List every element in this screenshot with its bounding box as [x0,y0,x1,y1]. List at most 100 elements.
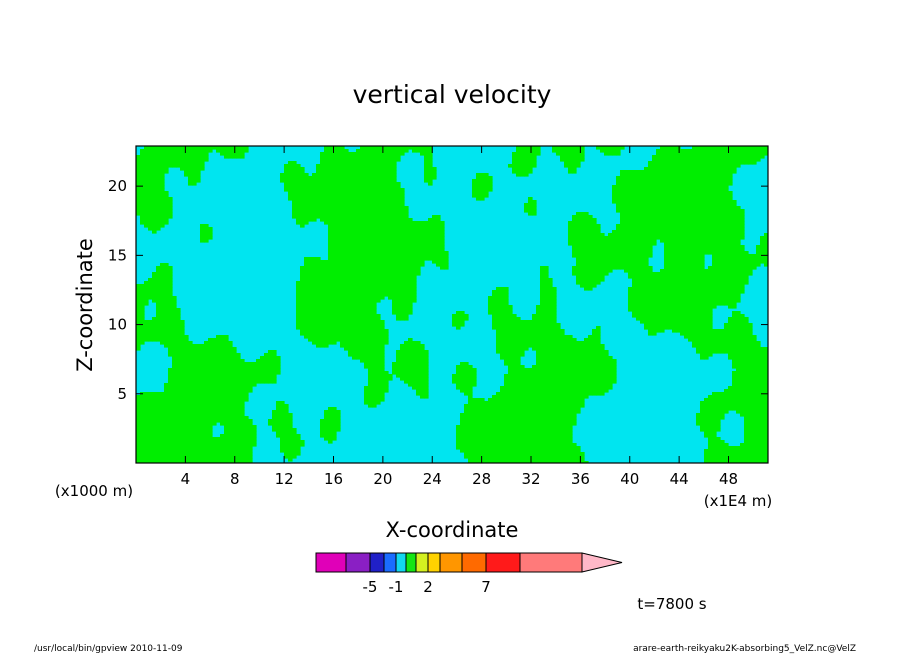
field-cell [352,296,357,300]
field-cell [732,164,737,168]
field-cell [676,242,681,246]
field-cell [624,263,629,267]
field-cell [724,182,729,186]
field-cell [512,155,517,159]
field-cell [312,212,317,216]
field-cell [764,251,768,255]
field-cell [692,194,697,198]
field-cell [708,218,713,222]
field-cell [368,287,373,291]
field-cell [736,278,741,282]
field-cell [300,308,305,312]
field-cell [720,278,725,282]
field-cell [336,311,341,315]
field-cell [312,257,317,261]
field-cell [180,335,185,339]
field-cell [412,290,417,294]
field-cell [632,221,637,225]
field-cell [164,314,169,318]
field-cell [684,230,689,234]
field-cell [664,185,669,189]
field-cell [364,332,369,336]
field-cell [644,260,649,264]
field-cell [736,317,741,321]
field-cell [356,290,361,294]
field-cell [720,329,725,333]
field-cell [664,209,669,213]
field-cell [352,164,357,168]
field-cell [308,200,313,204]
field-cell [364,320,369,324]
field-cell [320,164,325,168]
field-cell [236,146,241,150]
field-cell [704,284,709,288]
field-cell [188,173,193,177]
field-cell [356,170,361,174]
field-cell [364,158,369,162]
field-cell [664,176,669,180]
field-cell [564,341,569,345]
field-cell [640,188,645,192]
field-cell [644,227,649,231]
field-cell [220,341,225,345]
field-cell [572,158,577,162]
field-cell [352,287,357,291]
field-cell [580,272,585,276]
field-cell [712,197,717,201]
field-cell [736,155,741,159]
field-cell [164,311,169,315]
field-cell [532,149,537,153]
field-cell [684,281,689,285]
field-cell [532,212,537,216]
field-cell [156,302,161,306]
field-cell [396,239,401,243]
field-cell [360,284,365,288]
field-cell [636,221,641,225]
field-cell [636,188,641,192]
field-cell [576,263,581,267]
field-cell [360,218,365,222]
field-cell [340,257,345,261]
field-cell [656,182,661,186]
field-cell [680,209,685,213]
field-cell [312,185,317,189]
field-cell [316,266,321,270]
field-cell [340,152,345,156]
field-cell [352,212,357,216]
field-cell [716,251,721,255]
field-cell [648,272,653,276]
field-cell [424,146,429,150]
field-cell [160,164,165,168]
field-cell [696,272,701,276]
field-cell [152,326,157,330]
field-cell [372,338,377,342]
field-cell [352,161,357,165]
field-cell [560,152,565,156]
field-cell [360,269,365,273]
field-cell [656,284,661,288]
field-cell [340,335,345,339]
field-cell [632,206,637,210]
field-cell [704,209,709,213]
field-cell [704,218,709,222]
field-cell [512,341,517,345]
field-cell [332,170,337,174]
field-cell [720,227,725,231]
field-cell [396,146,401,150]
field-cell [608,239,613,243]
field-cell [408,230,413,234]
field-cell [384,158,389,162]
field-cell [736,293,741,297]
field-cell [136,335,141,339]
field-cell [664,200,669,204]
field-cell [380,170,385,174]
field-cell [392,281,397,285]
field-cell [704,197,709,201]
field-cell [652,179,657,183]
field-cell [404,239,409,243]
field-cell [612,146,617,150]
field-cell [512,167,517,171]
field-cell [180,320,185,324]
field-cell [432,242,437,246]
field-cell [384,341,389,345]
